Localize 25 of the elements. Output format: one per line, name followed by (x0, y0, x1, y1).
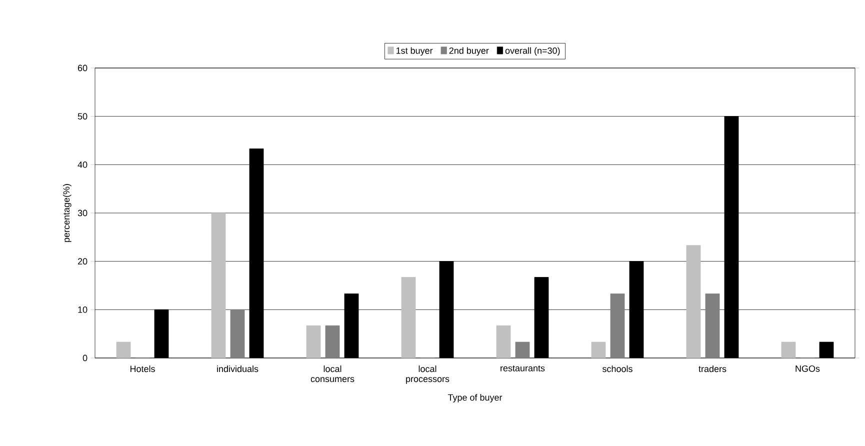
y-tick-label: 20 (78, 258, 88, 265)
x-axis-title: Type of buyer (448, 394, 502, 402)
legend-label: 1st buyer (396, 47, 433, 56)
y-tick-label: 10 (78, 306, 88, 313)
bar (515, 342, 530, 358)
x-tick-label: local consumers (310, 365, 354, 382)
legend-label: overall (n=30) (505, 47, 560, 56)
x-tick-label: NGOs (796, 365, 820, 372)
y-tick-label: 30 (78, 210, 88, 216)
y-tick-label: 60 (78, 64, 88, 72)
x-tick-label: Hotels (130, 365, 155, 372)
bar (610, 294, 625, 358)
bar (705, 294, 720, 358)
x-tick-label: individuals (217, 365, 258, 372)
x-tick-label: schools (602, 365, 632, 372)
legend-label: 2nd buyer (449, 47, 489, 56)
x-tick-label: local processors (406, 365, 450, 384)
y-axis-title: percentage(%) (62, 184, 72, 242)
y-tick-label: 50 (78, 113, 88, 120)
bar (325, 325, 340, 358)
x-tick-label: restaurants (500, 365, 545, 372)
y-tick-label: 0 (82, 354, 88, 362)
x-tick-label: traders (698, 365, 726, 372)
bar (230, 309, 245, 358)
y-tick-label: 40 (78, 161, 88, 168)
